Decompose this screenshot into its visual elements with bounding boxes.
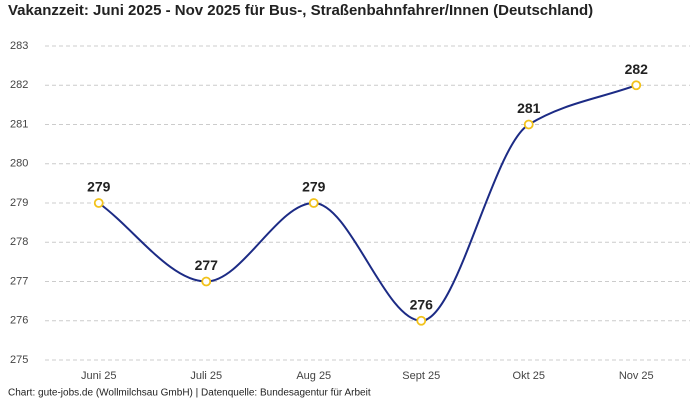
data-label: 276 — [410, 296, 434, 312]
data-label: 279 — [87, 179, 111, 195]
x-tick-label: Aug 25 — [296, 370, 331, 382]
marker — [93, 198, 104, 208]
caption: Chart: gute-jobs.de (Wollmilchsau GmbH) … — [8, 388, 371, 399]
y-tick-label: 276 — [10, 315, 28, 327]
marker — [631, 80, 642, 91]
x-tick-label: Juni 25 — [81, 370, 116, 382]
y-tick-label: 275 — [10, 354, 28, 366]
marker — [416, 315, 427, 326]
x-tick-label: Juli 25 — [190, 370, 222, 382]
y-tick-label: 277 — [10, 275, 28, 287]
x-tick-label: Okt 25 — [513, 370, 545, 382]
y-tick-label: 280 — [10, 158, 28, 170]
data-label: 281 — [517, 100, 541, 116]
marker — [201, 276, 212, 287]
marker — [308, 198, 319, 208]
data-label: 282 — [625, 61, 649, 77]
y-tick-label: 281 — [10, 118, 28, 130]
y-tick-label: 282 — [10, 79, 28, 91]
data-label: 279 — [302, 179, 326, 195]
x-tick-label: Nov 25 — [619, 370, 654, 382]
x-tick-label: Sept 25 — [402, 370, 440, 382]
y-tick-label: 279 — [10, 197, 28, 209]
y-tick-label: 278 — [10, 236, 28, 248]
y-tick-label: 283 — [10, 40, 28, 52]
marker — [523, 119, 534, 130]
chart-title: Vakanzzeit: Juni 2025 - Nov 2025 für Bus… — [8, 2, 593, 19]
data-label: 277 — [195, 257, 219, 273]
